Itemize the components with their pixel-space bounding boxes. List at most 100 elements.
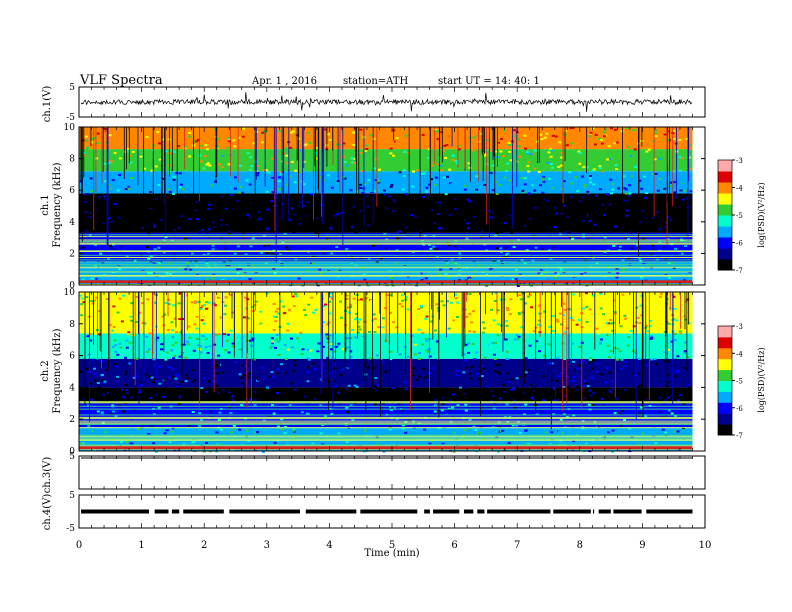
- psd-cell: [290, 346, 294, 349]
- spec2-ylabel: Frequency (kHz): [52, 328, 63, 413]
- psd-cell: [168, 164, 172, 167]
- psd-cell: [247, 202, 251, 205]
- psd-cell: [112, 386, 116, 389]
- psd-cell: [164, 301, 168, 304]
- psd-cell: [146, 313, 150, 316]
- psd-cell: [633, 228, 637, 231]
- psd-cell: [204, 307, 208, 310]
- psd-cell: [296, 134, 300, 137]
- psd-cell: [197, 222, 201, 225]
- psd-cell: [355, 312, 359, 315]
- psd-cell: [262, 169, 266, 172]
- psd-cell: [593, 143, 597, 146]
- psd-cell: [324, 421, 328, 423]
- ch1-ylabel: ch.1(V): [42, 86, 53, 123]
- psd-cell: [654, 363, 658, 366]
- psd-cell: [551, 244, 554, 247]
- psd-cell: [406, 206, 410, 209]
- psd-cell: [265, 406, 269, 409]
- psd-cell: [115, 365, 119, 368]
- psd-cell: [276, 367, 280, 370]
- psd-cell: [316, 217, 320, 220]
- psd-cell: [524, 371, 528, 374]
- psd-cell: [180, 248, 184, 251]
- psd-cell: [216, 137, 220, 140]
- psd-cell: [231, 311, 235, 314]
- psd-cell: [216, 296, 220, 299]
- psd-cell: [560, 371, 564, 374]
- spec1-sferics: [80, 127, 690, 263]
- psd-cell: [318, 201, 321, 204]
- psd-cell: [665, 385, 669, 387]
- psd-cell: [659, 199, 663, 201]
- psd-cell: [235, 334, 239, 337]
- psd-cell: [557, 375, 561, 378]
- colorbar-cell: [718, 160, 732, 163]
- psd-cell: [152, 144, 156, 147]
- psd-cell: [429, 247, 433, 250]
- psd-cell: [559, 164, 563, 167]
- psd-cell: [603, 251, 607, 254]
- psd-cell: [448, 168, 452, 171]
- psd-cell: [226, 146, 230, 149]
- psd-cell: [420, 306, 423, 309]
- psd-cell: [385, 238, 389, 241]
- psd-cell: [204, 152, 208, 155]
- psd-cell: [523, 302, 527, 305]
- psd-cell: [379, 357, 383, 360]
- psd-cell: [107, 159, 111, 162]
- psd-cell: [82, 397, 86, 400]
- psd-cell: [497, 141, 500, 144]
- psd-cell: [642, 204, 646, 207]
- psd-cell: [604, 381, 608, 384]
- psd-cell: [248, 215, 252, 218]
- psd-cell: [369, 213, 373, 216]
- psd-cell: [170, 321, 174, 324]
- psd-cell: [249, 168, 253, 171]
- psd-cell: [670, 241, 674, 244]
- psd-cell: [223, 247, 227, 250]
- psd-cell: [649, 338, 653, 340]
- psd-cell: [473, 358, 477, 361]
- psd-cell: [673, 191, 677, 194]
- psd-cell: [259, 310, 263, 313]
- psd-cell: [375, 252, 379, 255]
- psd-cell: [196, 344, 200, 347]
- psd-cell: [656, 255, 660, 258]
- psd-cell: [372, 137, 376, 140]
- psd-cell: [523, 224, 527, 227]
- psd-cell: [344, 360, 348, 363]
- colorbar-cell: [718, 196, 732, 199]
- 1-ytick-label: 6: [69, 186, 75, 196]
- colorbar-cell: [718, 187, 732, 190]
- psd-cell: [130, 396, 134, 399]
- psd-cell: [377, 326, 381, 329]
- psd-cell: [185, 373, 188, 376]
- psd-cell: [274, 310, 278, 313]
- psd-cell: [544, 362, 548, 365]
- psd-cell: [400, 409, 404, 412]
- ch4-gap: [419, 508, 425, 515]
- psd-cell: [100, 412, 104, 415]
- psd-cell: [392, 210, 396, 213]
- psd-cell: [542, 399, 546, 402]
- psd-cell: [663, 187, 667, 190]
- psd-cell: [270, 157, 274, 160]
- psd-cell: [572, 376, 575, 379]
- psd-cell: [400, 305, 404, 308]
- psd-cell: [627, 195, 631, 198]
- psd-cell: [380, 339, 384, 342]
- psd-cell: [231, 161, 235, 164]
- psd-cell: [171, 225, 175, 228]
- psd-cell: [100, 374, 104, 377]
- psd-cell: [446, 349, 450, 352]
- psd-cell: [191, 374, 195, 377]
- psd-cell: [485, 140, 489, 143]
- psd-cell: [311, 262, 315, 265]
- psd-cell: [615, 168, 619, 171]
- colorbar-cell: [718, 409, 732, 412]
- psd-cell: [118, 153, 122, 156]
- psd-cell: [307, 366, 310, 369]
- psd-cell: [355, 317, 359, 320]
- colorbar-tick-label: -7: [736, 267, 743, 275]
